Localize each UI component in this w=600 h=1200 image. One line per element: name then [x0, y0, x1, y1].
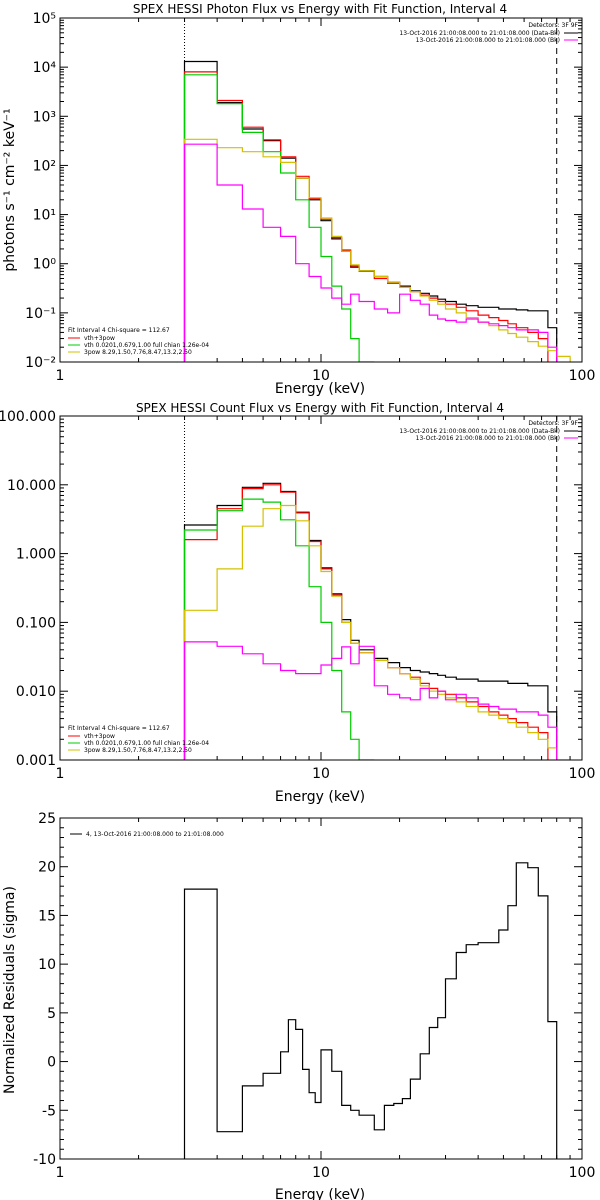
legend-entry: 3pow 8.29,1.50,7.76,8.47,13.2,2.50	[84, 747, 192, 754]
series-histogram-2	[183, 498, 375, 760]
legend-entry: 13-Oct-2016 21:00:08.000 to 21:01:08.000…	[416, 37, 560, 44]
series-histogram-0	[183, 482, 558, 760]
plot-frame	[59, 817, 583, 1160]
y-tick-label: 10.000	[7, 478, 56, 494]
x-tick-label: 100	[569, 368, 596, 384]
y-tick-label: 5	[47, 1006, 56, 1022]
y-tick-label: 10⁰	[33, 257, 57, 273]
y-tick-label: 10⁴	[33, 60, 57, 76]
series-histogram-1	[183, 71, 549, 362]
legend-header: Detectors: 3F 9F	[528, 420, 578, 427]
panel-title: SPEX HESSI Photon Flux vs Energy with Fi…	[133, 2, 507, 16]
legend-entry: 4, 13-Oct-2016 21:00:08.000 to 21:01:08.…	[86, 831, 224, 838]
series-histogram-0	[183, 60, 558, 362]
legend-header: Detectors: 3F 9F	[528, 22, 578, 29]
y-tick-label: 0.010	[16, 684, 56, 700]
legend-entry: 13-Oct-2016 21:00:08.000 to 21:01:08.000…	[416, 435, 560, 442]
y-tick-label: 0	[47, 1055, 56, 1071]
series-histogram-4	[183, 641, 558, 760]
x-tick-label: 10	[312, 368, 330, 384]
x-axis-label: Energy (keV)	[275, 789, 365, 805]
legend-entry: vth+3pow	[84, 335, 115, 342]
photon-flux-panel: SPEX HESSI Photon Flux vs Energy with Fi…	[2, 2, 595, 397]
y-tick-label: 10²	[33, 158, 56, 174]
series-histogram-1	[183, 484, 549, 760]
y-axis-label: photons s⁻¹ cm⁻² keV⁻¹	[2, 108, 18, 271]
y-tick-label: 25	[38, 811, 56, 827]
y-tick-label: 10⁻²	[25, 355, 56, 371]
legend-entry: vth 0.0201,0.679,1.00 full chian 1.26e-0…	[84, 342, 209, 349]
count-flux-panel: SPEX HESSI Count Flux vs Energy with Fit…	[0, 401, 595, 805]
legend-entry: 13-Oct-2016 21:00:08.000 to 21:01:08.000…	[399, 30, 560, 37]
plot-frame	[59, 415, 583, 761]
y-tick-label: 0.100	[16, 615, 56, 631]
y-tick-label: 10⁵	[33, 11, 56, 27]
y-tick-label: 0.001	[16, 753, 56, 769]
x-tick-label: 10	[312, 766, 330, 782]
panel-title: SPEX HESSI Count Flux vs Energy with Fit…	[136, 401, 504, 415]
legend-entry: vth 0.0201,0.679,1.00 full chian 1.26e-0…	[84, 740, 209, 747]
x-axis-label: Energy (keV)	[275, 381, 365, 397]
legend-header: Fit Interval 4 Chi-square = 112.67	[68, 327, 170, 334]
y-tick-label: 10	[38, 957, 56, 973]
series-histogram-3	[183, 504, 571, 760]
x-tick-label: 100	[569, 766, 596, 782]
y-tick-label: 1.000	[16, 547, 56, 563]
residuals-panel: Energy (keV) Normalized Residuals (sigma…	[2, 811, 595, 1200]
y-tick-label: -10	[33, 1152, 56, 1168]
series-histogram-4	[183, 143, 558, 362]
y-tick-label: 15	[38, 908, 56, 924]
series-histogram-3	[183, 138, 571, 362]
legend-entry: 13-Oct-2016 21:00:08.000 to 21:01:08.000…	[399, 428, 560, 435]
series-histogram-2	[183, 74, 375, 362]
y-tick-label: 20	[38, 860, 56, 876]
y-tick-label: -5	[42, 1103, 56, 1119]
x-tick-label: 1	[56, 766, 65, 782]
x-tick-label: 1	[56, 1165, 65, 1181]
x-tick-label: 1	[56, 368, 65, 384]
legend-entry: 3pow 8.29,1.50,7.76,8.47,13.2,2.50	[84, 349, 192, 356]
legend-entry: vth+3pow	[84, 733, 115, 740]
x-tick-label: 100	[569, 1165, 596, 1181]
plot-frame	[59, 17, 583, 363]
x-tick-label: 10	[312, 1165, 330, 1181]
y-tick-label: 10¹	[33, 208, 56, 224]
y-axis-label: Normalized Residuals (sigma)	[2, 886, 18, 1094]
y-tick-label: 10⁻¹	[25, 306, 56, 322]
y-tick-label: 10³	[33, 109, 56, 125]
legend-header: Fit Interval 4 Chi-square = 112.67	[68, 725, 170, 732]
x-axis-label: Energy (keV)	[275, 1187, 365, 1200]
series-histogram-0	[183, 862, 558, 1159]
y-tick-label: 100.000	[0, 409, 56, 425]
